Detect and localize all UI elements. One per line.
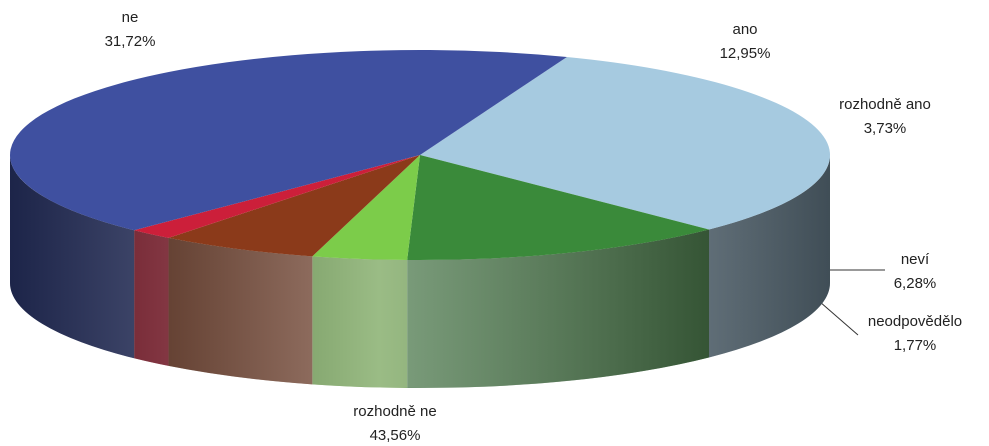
slice-label: rozhodně ano — [839, 96, 931, 113]
slice — [420, 56, 830, 230]
value-label: 43,56% — [370, 427, 421, 444]
slice — [407, 155, 709, 260]
slice-label: rozhodně ne — [353, 403, 436, 420]
slice-label: neví — [901, 251, 930, 268]
slice-label: ano — [732, 21, 757, 38]
slice — [10, 50, 567, 231]
slice-label: neodpovědělo — [868, 313, 962, 330]
slice-side — [312, 256, 408, 388]
slice — [312, 155, 420, 260]
value-label: 12,95% — [720, 45, 771, 62]
slice-side — [168, 237, 313, 385]
slice — [134, 155, 421, 238]
slice-label: ne — [122, 9, 139, 26]
slice — [168, 155, 420, 257]
value-label: 6,28% — [894, 275, 937, 292]
value-label: 3,73% — [864, 120, 907, 137]
slice-side — [134, 230, 169, 366]
value-label: 1,77% — [894, 337, 937, 354]
value-label: 31,72% — [105, 33, 156, 50]
